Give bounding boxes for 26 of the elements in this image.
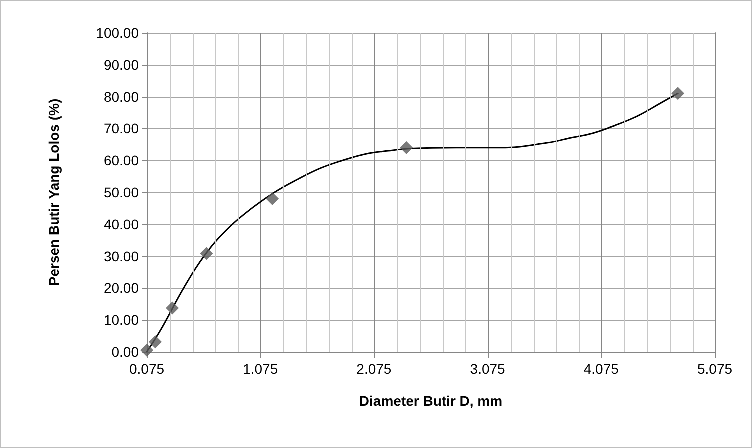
point: [149, 336, 162, 349]
point: [200, 247, 214, 260]
point: [140, 344, 154, 357]
x-tick-label: 2.075: [356, 361, 392, 377]
y-tick-label: 40.00: [104, 216, 140, 232]
y-tick-label: 0.00: [112, 344, 140, 360]
x-tick-label: 3.075: [470, 361, 506, 377]
point: [400, 141, 414, 154]
y-tick-label: 50.00: [104, 184, 140, 200]
point: [166, 302, 180, 315]
y-tick-label: 90.00: [104, 56, 140, 73]
x-tick-label: 1.075: [243, 361, 278, 377]
y-tick-label: 60.00: [104, 152, 140, 169]
point: [672, 87, 685, 100]
x-tick-label: 5.075: [697, 361, 733, 377]
x-tick-label: 4.075: [584, 361, 620, 377]
y-tick-label: 20.00: [104, 280, 140, 296]
x-axis-title: Diameter Butir D, mm: [359, 393, 503, 409]
y-tick-label: 80.00: [104, 88, 140, 105]
y-axis-title: Persen Butir Yang Lolos (%): [46, 98, 62, 286]
x-tick-label: 0.075: [129, 361, 165, 377]
y-tick-label: 10.00: [104, 312, 140, 328]
y-tick-label: 100.00: [96, 25, 140, 41]
point: [266, 192, 280, 206]
y-tick-label: 30.00: [104, 248, 140, 264]
y-tick-label: 70.00: [104, 120, 140, 137]
